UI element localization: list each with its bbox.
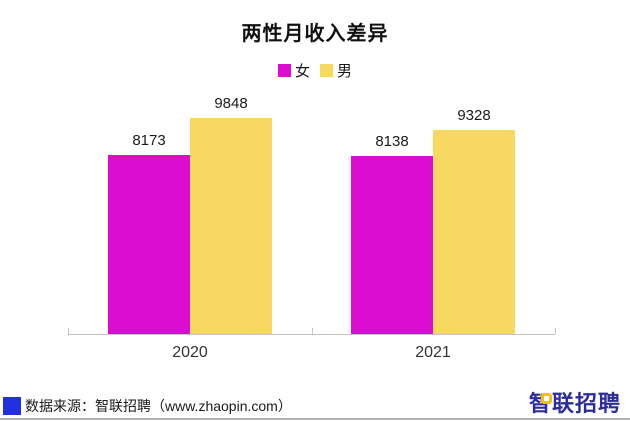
chart-title: 两性月收入差异 [241, 23, 389, 45]
bar-女-2020 [108, 155, 190, 335]
x-axis-tick [555, 328, 556, 334]
legend-swatch-icon [277, 63, 291, 77]
source-marker-icon [3, 397, 21, 415]
value-label: 9848 [214, 95, 248, 112]
x-axis-tick [312, 328, 313, 334]
bar-男-2021 [433, 130, 515, 335]
zhaopin-logo-accent-icon [540, 393, 552, 404]
x-tick-label: 2021 [415, 344, 451, 361]
zhaopin-logo: 智联招聘 [529, 390, 621, 418]
bottom-divider [0, 418, 630, 420]
x-tick-label: 2020 [172, 344, 208, 361]
legend: 女男 [0, 60, 630, 81]
value-label: 9328 [457, 107, 491, 124]
legend-label: 女 [294, 62, 310, 80]
bar-男-2020 [190, 118, 272, 335]
source-text: 数据来源：智联招聘（www.zhaopin.com） [25, 398, 292, 414]
bar-女-2021 [351, 156, 433, 335]
footer: 数据来源：智联招聘（www.zhaopin.com） 智联招聘 [0, 391, 630, 418]
legend-label: 男 [337, 62, 353, 80]
x-axis-line [68, 334, 555, 335]
x-axis-tick [68, 328, 69, 334]
legend-swatch-icon [320, 63, 333, 77]
value-label: 8138 [375, 133, 409, 150]
value-label: 8173 [132, 132, 166, 149]
legend-item-男: 男 [320, 60, 352, 81]
legend-item-女: 女 [277, 60, 310, 81]
